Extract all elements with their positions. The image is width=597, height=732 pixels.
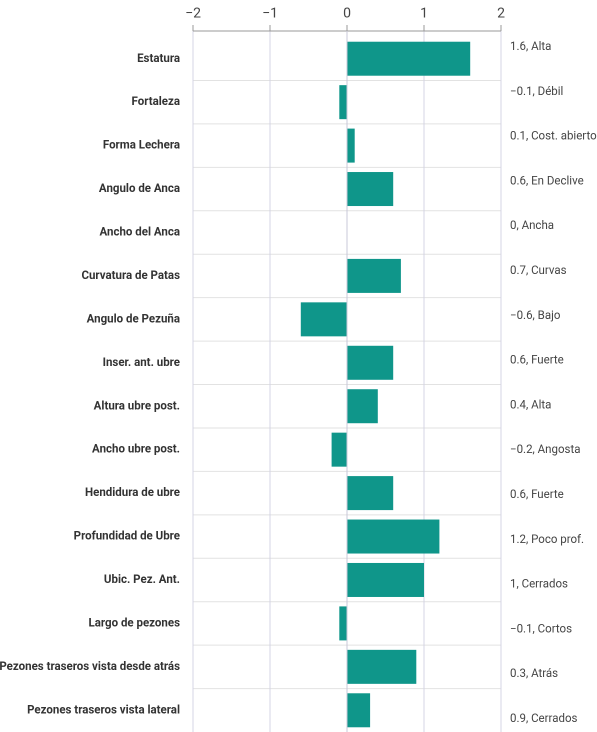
- y-tick-label: Angulo de Anca: [99, 181, 180, 195]
- annotation: 0.4, Alta: [510, 397, 551, 411]
- y-tick-label: Altura ubre post.: [94, 398, 180, 412]
- annotation: 0.9, Cerrados: [510, 711, 578, 725]
- annotation: 0.3, Atrás: [510, 666, 558, 680]
- y-tick-label: Estatura: [137, 51, 180, 65]
- annotation: 1.2, Poco prof.: [510, 532, 584, 546]
- bar: [347, 41, 471, 76]
- y-tick-label: Ancho ubre post.: [92, 442, 180, 456]
- bar: [347, 128, 355, 163]
- y-tick-label: Angulo de Pezuña: [87, 311, 180, 325]
- y-tick-label: Pezones traseros vista desde atrás: [0, 659, 180, 673]
- bar: [347, 649, 417, 684]
- y-tick-label: Pezones traseros vista lateral: [27, 702, 180, 716]
- bar: [331, 432, 347, 467]
- annotation: 0.6, Fuerte: [510, 353, 564, 367]
- bar: [347, 172, 394, 207]
- annotation: −0.1, Débil: [510, 84, 563, 98]
- y-tick-label: Largo de pezones: [89, 615, 181, 629]
- annotation: −0.6, Bajo: [510, 308, 561, 322]
- annotation: −0.2, Angosta: [510, 442, 580, 456]
- bar: [347, 345, 394, 380]
- y-tick-label: Profundidad de Ubre: [74, 529, 180, 543]
- y-tick-label: Forma Lechera: [103, 138, 180, 152]
- y-tick-label: Ancho del Anca: [100, 225, 181, 239]
- bar: [347, 693, 371, 728]
- bar: [347, 519, 440, 554]
- bar: [300, 302, 347, 337]
- annotation: 0.1, Cost. abierto: [510, 129, 597, 143]
- annotation: 0, Ancha: [510, 218, 554, 232]
- y-tick-label: Curvatura de Patas: [81, 268, 180, 282]
- annotation: 1, Cerrados: [510, 577, 568, 591]
- bar: [347, 258, 401, 293]
- bar: [347, 389, 378, 424]
- annotation: 0.7, Curvas: [510, 263, 567, 277]
- y-tick-label: Ubic. Pez. Ant.: [104, 572, 180, 586]
- x-tick-label: −1: [262, 6, 278, 22]
- annotation: −0.1, Cortos: [510, 621, 572, 635]
- y-tick-label: Hendidura de ubre: [85, 485, 180, 499]
- y-tick-label: Fortaleza: [132, 94, 180, 108]
- annotation: 0.6, Fuerte: [510, 487, 564, 501]
- x-tick-label: 2: [497, 6, 505, 22]
- x-tick-label: −2: [185, 6, 201, 22]
- bar: [339, 606, 347, 641]
- y-tick-label: Inser. ant. ubre: [103, 355, 180, 369]
- annotation: 1.6, Alta: [510, 39, 551, 53]
- x-tick-label: 1: [420, 6, 428, 22]
- bar: [347, 562, 424, 597]
- annotation: 0.6, En Declive: [510, 173, 584, 187]
- bar: [347, 476, 394, 511]
- x-tick-label: 0: [343, 6, 351, 22]
- bar: [339, 85, 347, 120]
